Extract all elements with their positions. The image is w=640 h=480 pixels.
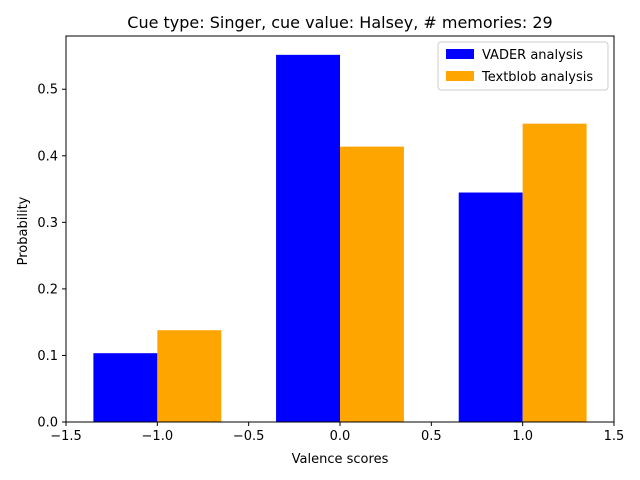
bar-vader-1: [276, 54, 340, 422]
bar-vader-2: [458, 192, 523, 422]
y-tick-label: 0.2: [37, 282, 58, 297]
legend-box: [437, 41, 609, 91]
legend-swatch-vader: [446, 49, 474, 59]
x-tick-label: 1.5: [604, 429, 625, 444]
y-axis: 0.0 0.1 0.2 0.3 0.4 0.5: [37, 83, 66, 431]
legend-label-vader: VADER analysis: [482, 48, 583, 63]
legend-swatch-textblob: [446, 71, 474, 81]
x-tick-label: −1.0: [142, 429, 174, 444]
x-tick-label: 0.0: [330, 429, 351, 444]
legend-label-textblob: Textblob analysis: [481, 70, 593, 85]
y-tick-label: 0.0: [37, 416, 58, 431]
x-tick-label: −0.5: [233, 429, 265, 444]
y-axis-label: Probability: [16, 196, 31, 265]
x-axis: −1.5 −1.0 −0.5 0.0 0.5 1.0 1.5: [50, 422, 624, 444]
y-tick-label: 0.5: [37, 83, 58, 98]
y-tick-label: 0.3: [37, 216, 58, 231]
bar-textblob-0: [157, 330, 222, 422]
bar-textblob-2: [522, 123, 587, 422]
y-tick-label: 0.4: [37, 149, 58, 164]
bar-textblob-1: [340, 146, 404, 423]
bars-group: [93, 54, 587, 423]
bar-vader-0: [93, 353, 158, 422]
x-axis-label: Valence scores: [292, 452, 389, 467]
x-tick-label: −1.5: [50, 429, 82, 444]
x-tick-label: 0.5: [421, 429, 442, 444]
x-tick-label: 1.0: [512, 429, 533, 444]
legend: VADER analysis Textblob analysis: [437, 41, 609, 91]
chart-title: Cue type: Singer, cue value: Halsey, # m…: [127, 13, 552, 32]
y-tick-label: 0.1: [37, 349, 58, 364]
